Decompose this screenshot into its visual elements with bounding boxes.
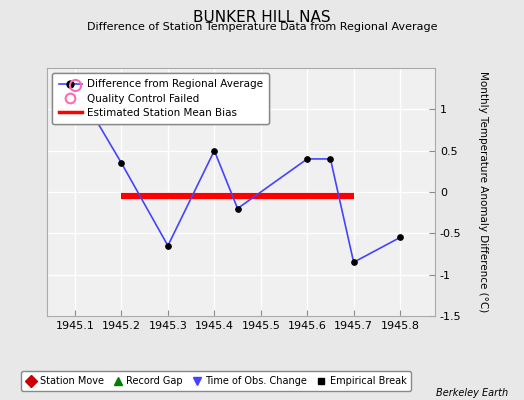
Text: BUNKER HILL NAS: BUNKER HILL NAS — [193, 10, 331, 25]
Text: Berkeley Earth: Berkeley Earth — [436, 388, 508, 398]
Text: Difference of Station Temperature Data from Regional Average: Difference of Station Temperature Data f… — [87, 22, 437, 32]
Legend: Difference from Regional Average, Quality Control Failed, Estimated Station Mean: Difference from Regional Average, Qualit… — [52, 73, 269, 124]
Y-axis label: Monthly Temperature Anomaly Difference (°C): Monthly Temperature Anomaly Difference (… — [478, 71, 488, 313]
Legend: Station Move, Record Gap, Time of Obs. Change, Empirical Break: Station Move, Record Gap, Time of Obs. C… — [20, 372, 411, 391]
